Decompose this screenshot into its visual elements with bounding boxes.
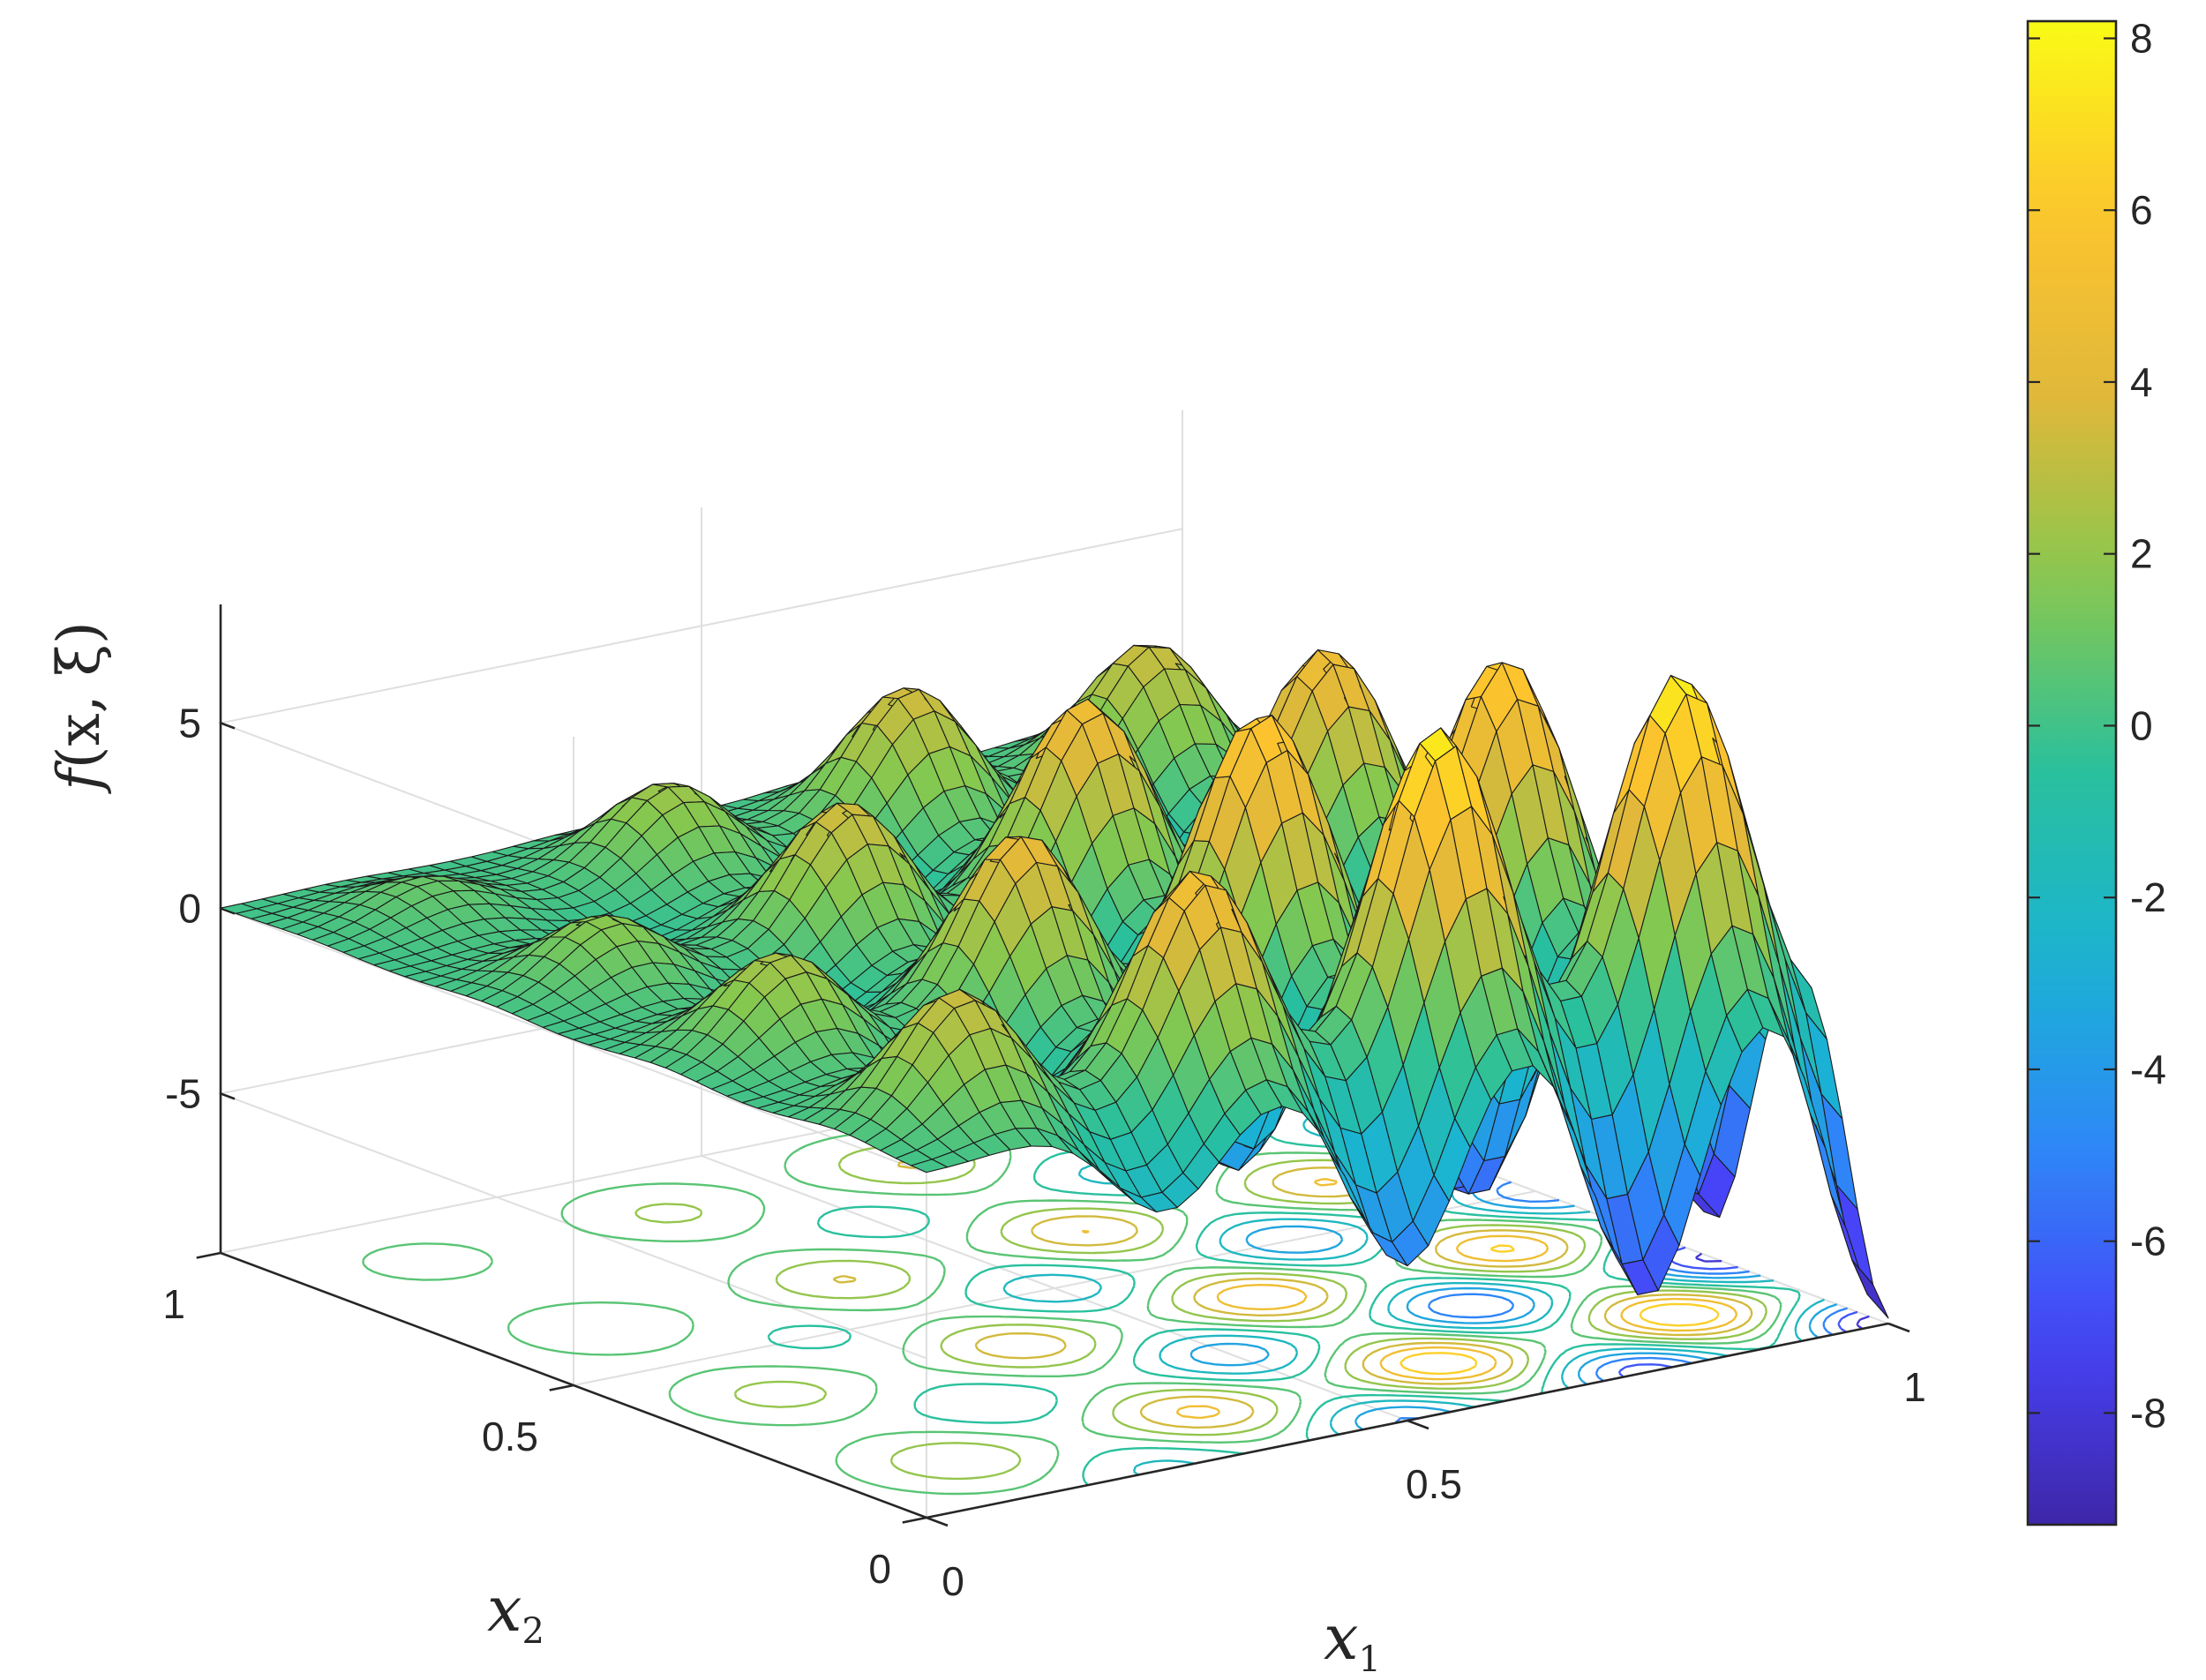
x1-tick-label: 0 [942,1558,964,1604]
x2-label-base: x [487,1573,521,1646]
x1-label-sub: 1 [1358,1639,1380,1680]
colorbar-tick-label: -6 [2130,1219,2166,1264]
x1-axis-label: x1 [1324,1601,1381,1680]
x2-tick-label: 0.5 [482,1414,538,1459]
colorbar-tick-label: -4 [2130,1046,2166,1092]
contour-level [362,1081,1782,1496]
x2-tick-mark [902,1516,927,1524]
colorbar: -8 -6 -4 -2 0 2 4 6 8 [2026,15,2166,1526]
x2-axis-label: x2 [487,1573,544,1652]
axis-labels: f(x, ξ) x2 x1 [45,621,1381,1680]
z-label-args: (x, ξ) [45,621,113,769]
colorbar-tick-label: 6 [2130,187,2153,233]
colorbar-gradient [2026,19,2118,1526]
x1-tick-mark [1407,1419,1429,1430]
x2-tick-label: 1 [162,1281,185,1327]
x1-tick-mark [1887,1322,1910,1333]
colorbar-tick-label: 2 [2130,531,2153,577]
z-axis-label: f(x, ξ) [45,621,113,794]
tick-labels: 0 0.5 1 0 0.5 1 -5 0 5 [162,700,1925,1604]
z-tick-mark [220,1092,236,1100]
z-tick-label: 5 [178,700,201,746]
z-tick-label: 0 [178,885,201,931]
contour-level [1189,1174,1838,1431]
contour-level [1399,1244,1720,1376]
contour-level [832,1160,1753,1429]
contour-level [1694,1252,1870,1330]
x2-label-sub: 2 [521,1611,544,1652]
colorbar-tick-label: -2 [2130,874,2166,920]
x1-label-base: x [1324,1601,1358,1674]
surface-patch [1851,1259,1889,1319]
x1-tick-label: 0.5 [1406,1461,1462,1507]
x1-tick-mark [926,1516,949,1527]
z-tick-label: -5 [165,1070,201,1116]
x2-tick-mark [196,1251,221,1259]
x1-tick-label: 1 [1903,1364,1926,1410]
surface-mesh [220,644,1889,1319]
x2-tick-mark [549,1384,574,1391]
contour-level [1081,1178,1738,1419]
colorbar-tick-label: 0 [2130,702,2153,748]
z-tick-mark [220,722,236,730]
colorbar-tick-label: 4 [2130,359,2153,405]
x2-tick-label: 0 [868,1546,891,1592]
colorbar-tick-label: 8 [2130,15,2153,61]
colorbar-tick-label: -8 [2130,1390,2166,1436]
axes-box [196,604,1910,1527]
